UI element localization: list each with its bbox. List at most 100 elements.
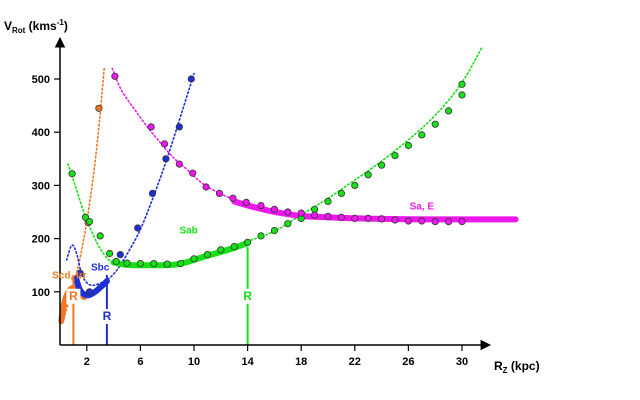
sbc-dotted-curve xyxy=(65,72,195,287)
sa-e-point-14 xyxy=(324,212,332,220)
sa-e-point-24 xyxy=(458,218,466,226)
sa-e-point-19 xyxy=(391,216,399,224)
curve-layer xyxy=(58,46,519,325)
r-marker-layer: R R R xyxy=(66,246,255,345)
sab-point-14 xyxy=(230,243,238,251)
sa-e-point-1 xyxy=(147,123,155,131)
sa-e-point-23 xyxy=(444,218,453,226)
sab-point-12 xyxy=(203,251,211,259)
sa-e-point-5 xyxy=(202,183,210,191)
x-tick-label-22: 22 xyxy=(349,356,361,368)
sa-e-point-15 xyxy=(337,213,345,221)
x-tick-label-2: 2 xyxy=(84,356,90,368)
sbc-thick-curve xyxy=(73,275,110,299)
sab-point-0 xyxy=(68,170,76,178)
sa-e-point-13 xyxy=(310,211,319,219)
sab-r-marker-bg xyxy=(240,288,255,304)
sab-point-22 xyxy=(337,189,345,197)
sbc-r-marker-bg xyxy=(99,308,114,324)
sa-e-dotted-curve xyxy=(111,67,503,222)
sab-point-11 xyxy=(190,255,198,263)
sbc-point-1 xyxy=(85,288,94,296)
sbc-point-3 xyxy=(134,224,142,232)
y-tick-label-500: 500 xyxy=(32,74,50,86)
axes xyxy=(54,36,492,351)
sab-point-28 xyxy=(418,131,426,139)
y-axis-label-sup: -1 xyxy=(57,18,65,27)
y-tick-label-100: 100 xyxy=(32,287,50,299)
sab-point-20 xyxy=(310,205,319,213)
x-axis-label-unit: (kpc) xyxy=(508,359,540,373)
sa-e-point-10 xyxy=(270,205,278,213)
sa-e-point-16 xyxy=(351,214,359,222)
sab-point-29 xyxy=(431,120,439,128)
axis-labels: VRot (kms-1) RZ (kpc) xyxy=(4,18,540,375)
sab-point-13 xyxy=(217,246,225,254)
sa-e-series-label: Sa, E xyxy=(410,201,435,212)
sab-point-17 xyxy=(270,227,278,235)
x-axis-label-main: R xyxy=(494,359,503,373)
scd-irr-series-label: Scd, Irr xyxy=(52,271,87,282)
scd-irr-r-marker-label: R xyxy=(69,289,78,303)
y-axis-label: VRot (kms-1) xyxy=(4,18,68,35)
sa-e-point-12 xyxy=(297,209,305,217)
y-axis-label-main: V xyxy=(4,19,12,33)
x-tick-label-10: 10 xyxy=(188,356,200,368)
sa-e-point-7 xyxy=(229,194,237,202)
sa-e-point-18 xyxy=(377,215,386,223)
sa-e-point-11 xyxy=(284,208,292,216)
series-labels: Scd, Irr Sbc Sab Sa, E xyxy=(52,201,434,281)
y-tick-label-400: 400 xyxy=(32,127,50,139)
sbc-point-7 xyxy=(187,75,195,83)
sab-point-5 xyxy=(112,257,120,266)
sab-point-4 xyxy=(106,249,114,258)
y-tick-label-300: 300 xyxy=(32,180,50,192)
sab-r-marker-label: R xyxy=(243,289,252,303)
x-tick-label-18: 18 xyxy=(295,356,307,368)
sab-point-15 xyxy=(244,238,252,246)
sab-point-26 xyxy=(391,152,399,160)
sa-e-point-3 xyxy=(175,160,183,168)
sab-point-18 xyxy=(284,220,292,228)
sa-e-point-6 xyxy=(215,189,224,197)
sbc-point-0 xyxy=(76,269,84,277)
sbc-series-label: Sbc xyxy=(91,263,110,274)
y-axis-label-unit: (kms xyxy=(25,19,57,33)
sab-point-31 xyxy=(458,91,466,99)
sab-point-24 xyxy=(364,171,372,179)
sab-point-2 xyxy=(85,218,94,226)
sab-point-10 xyxy=(177,259,185,268)
x-axis-label-sub: Z xyxy=(503,366,508,375)
sbc-point-5 xyxy=(162,155,170,163)
sab-point-6 xyxy=(123,259,131,267)
sa-e-point-4 xyxy=(189,169,197,177)
point-layer xyxy=(68,72,466,296)
sab-point-16 xyxy=(257,232,265,240)
scd-irr-r-marker-bg xyxy=(66,288,81,304)
sbc-r-marker-label: R xyxy=(103,309,112,323)
x-tick-label-26: 26 xyxy=(402,356,414,368)
sbc-point-2 xyxy=(116,251,124,259)
y-axis-label-sub: Rot xyxy=(12,26,26,35)
sbc-point-4 xyxy=(148,189,157,197)
sa-e-point-0 xyxy=(111,72,119,80)
sab-point-8 xyxy=(150,259,158,268)
sab-point-23 xyxy=(351,181,359,189)
sa-e-point-17 xyxy=(364,214,372,222)
sa-e-point-21 xyxy=(418,217,426,225)
sbc-point-6 xyxy=(175,123,183,131)
sab-point-7 xyxy=(136,259,144,268)
scd-irr-point-0 xyxy=(95,104,103,112)
x-tick-label-30: 30 xyxy=(456,356,468,368)
x-tick-label-6: 6 xyxy=(137,356,143,368)
sab-point-30 xyxy=(444,107,453,115)
sa-e-point-22 xyxy=(431,218,439,226)
sab-point-3 xyxy=(96,232,104,240)
sab-point-9 xyxy=(163,260,171,268)
sa-e-point-2 xyxy=(160,140,169,148)
sa-e-point-9 xyxy=(257,202,265,210)
sab-series-label: Sab xyxy=(179,225,197,236)
sab-point-21 xyxy=(324,197,332,205)
